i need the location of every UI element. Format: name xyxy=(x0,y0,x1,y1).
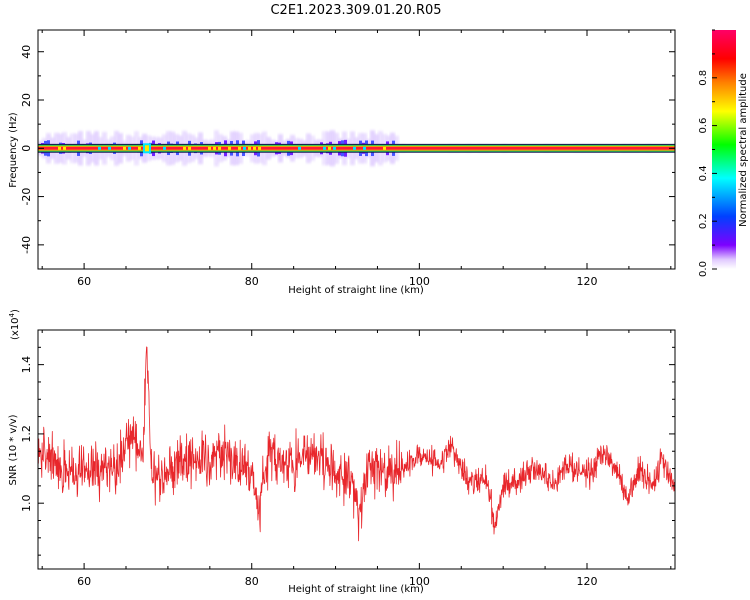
spectrogram-x-axis-label: Height of straight line (km) xyxy=(288,285,424,296)
spectrogram-y-tick-label: 0 xyxy=(20,145,33,152)
page-title: C2E1.2023.309.01.20.R05 xyxy=(270,3,441,18)
colorbar-tick-label: 0.4 xyxy=(698,165,709,181)
spectrogram-band-core xyxy=(38,146,675,150)
spectrogram-cell xyxy=(253,146,256,150)
spectrogram-y-ticks: -40 -20 0 20 40 xyxy=(20,45,675,270)
spectrogram-cell xyxy=(298,146,301,150)
snr-x-ticks: 60 80 100 120 xyxy=(41,330,672,588)
spectrogram-cell xyxy=(138,146,141,150)
spectrogram-panel: 60 80 100 120 -40 -20 0 20 40 Height of straigh… xyxy=(8,29,676,296)
snr-multiplier-exponent: 4 xyxy=(8,312,16,317)
snr-axes-frame xyxy=(37,329,676,570)
snr-y-axis-label: SNR (10 * v/v) xyxy=(8,414,19,485)
spectrogram-axes-frame xyxy=(37,29,676,270)
spectrogram-x-tick-label: 80 xyxy=(245,275,259,288)
snr-series-line xyxy=(38,346,675,542)
spectrogram-cell xyxy=(183,146,186,150)
spectrogram-cell xyxy=(333,146,336,150)
spectrogram-cell xyxy=(98,146,101,150)
snr-y-ticks: 1.0 1.2 1.4 xyxy=(20,329,675,556)
spectrogram-cell xyxy=(363,146,366,150)
snr-x-tick-label: 120 xyxy=(576,575,597,588)
spectrogram-y-tick-label: -20 xyxy=(20,188,33,206)
colorbar-tick-label: 0.6 xyxy=(698,118,709,134)
snr-y-tick-label: 1.4 xyxy=(20,356,33,374)
svg-text:(x104): (x104) xyxy=(8,309,21,340)
snr-panel: 60 80 100 120 1.0 1.2 1.4 Height of straight … xyxy=(8,309,676,595)
spectrogram-cell xyxy=(108,146,111,150)
spectrogram-cell xyxy=(208,146,211,150)
snr-y-tick-label: 1.0 xyxy=(20,494,33,512)
spectrogram-y-axis-label: Frequency (Hz) xyxy=(8,112,19,188)
spectrogram-x-tick-label: 120 xyxy=(576,275,597,288)
spectrogram-cell xyxy=(228,146,231,150)
spectrogram-cell xyxy=(58,146,61,150)
spectrogram-feature-core xyxy=(144,145,149,152)
colorbar-tick-label: 0.0 xyxy=(698,261,709,277)
spectrogram-cell xyxy=(248,146,251,150)
spectrogram-cell xyxy=(328,146,331,150)
spectrogram-x-ticks: 60 80 100 120 xyxy=(41,30,672,288)
snr-y-multiplier: (x104) xyxy=(8,309,21,340)
spectrogram-cell xyxy=(188,146,191,150)
spectrogram-cell xyxy=(258,146,261,150)
snr-x-tick-label: 100 xyxy=(409,575,430,588)
snr-x-axis-label: Height of straight line (km) xyxy=(288,584,424,595)
spectrogram-cell xyxy=(63,146,66,150)
colorbar-label: Normalized spectral amplitude xyxy=(738,73,749,227)
snr-y-tick-label: 1.2 xyxy=(20,425,33,443)
spectrogram-cell xyxy=(243,146,246,150)
spectrogram-cell xyxy=(323,146,326,150)
spectrogram-image xyxy=(38,130,675,167)
spectrogram-cell xyxy=(163,146,166,150)
spectrogram-cell xyxy=(353,146,356,150)
colorbar-tick-label: 0.8 xyxy=(698,70,709,86)
spectrogram-x-tick-label: 100 xyxy=(409,275,430,288)
snr-multiplier-base: (x10 xyxy=(10,317,21,340)
spectrogram-cell xyxy=(213,146,216,150)
colorbar: 0.0 0.2 0.4 0.6 0.8 Normalized spectral ampl… xyxy=(698,29,749,277)
spectrogram-cell xyxy=(383,146,386,150)
spectrogram-cell xyxy=(123,146,126,150)
colorbar-tick-label: 0.2 xyxy=(698,213,709,229)
spectrogram-cell xyxy=(218,146,221,150)
colorbar-ticks: 0.0 0.2 0.4 0.6 0.8 xyxy=(698,29,717,277)
snr-x-tick-label: 60 xyxy=(77,575,91,588)
spectrogram-x-tick-label: 60 xyxy=(77,275,91,288)
snr-x-tick-label: 80 xyxy=(245,575,259,588)
spectrogram-cell xyxy=(128,146,131,150)
spectrogram-y-tick-label: 40 xyxy=(20,45,33,59)
spectrogram-cell xyxy=(238,146,241,150)
snr-multiplier-close: ) xyxy=(10,309,21,313)
spectrogram-y-tick-label: -40 xyxy=(20,236,33,254)
colorbar-gradient xyxy=(712,30,736,269)
spectrogram-y-tick-label: 20 xyxy=(20,93,33,107)
